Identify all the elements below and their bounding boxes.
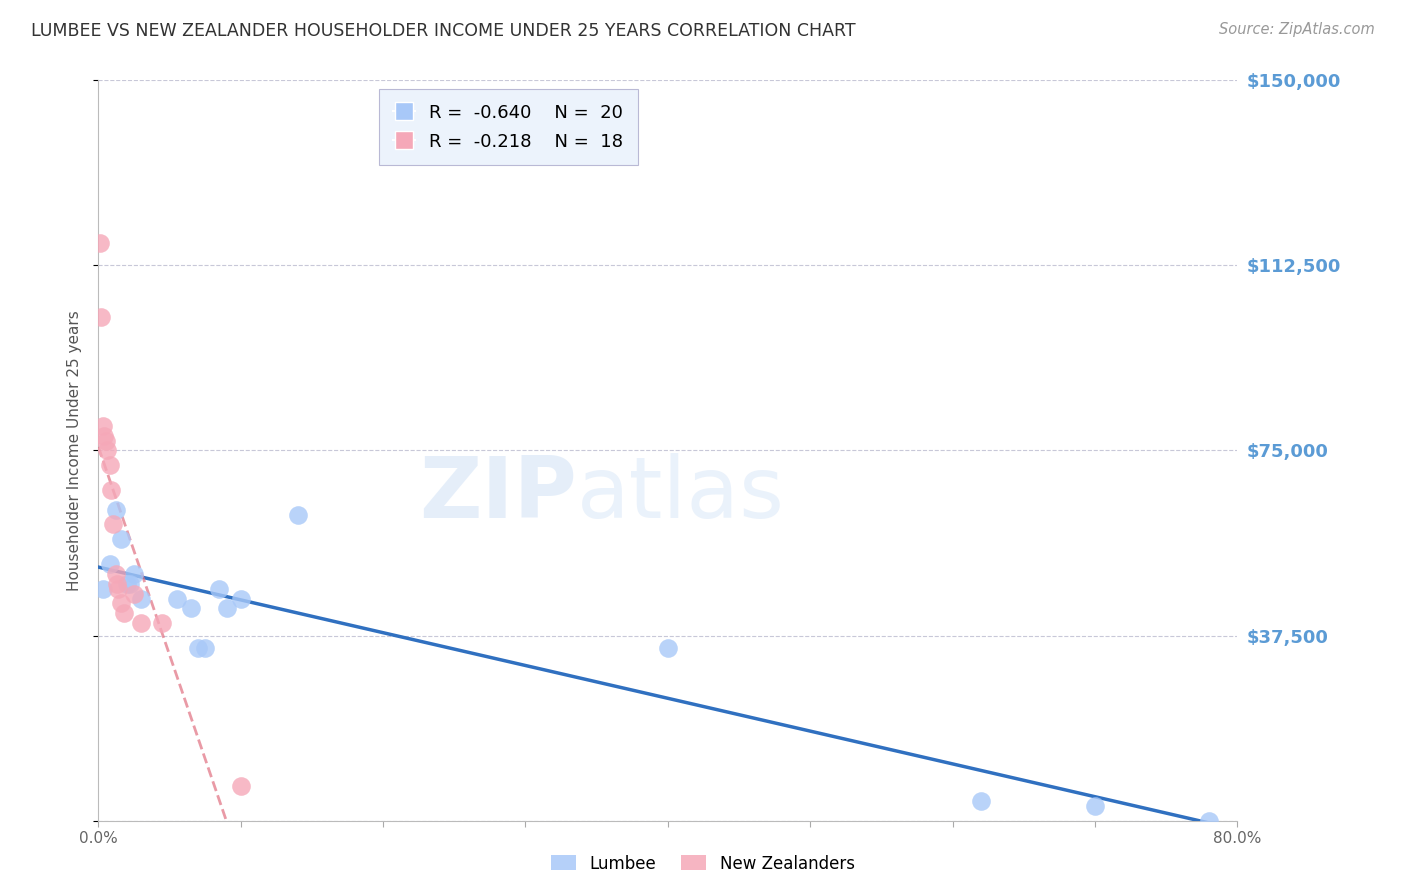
Point bbox=[112, 607, 135, 621]
Point bbox=[94, 434, 117, 448]
Point bbox=[657, 640, 679, 655]
Point bbox=[129, 616, 152, 631]
Point bbox=[215, 601, 238, 615]
Point bbox=[180, 601, 202, 615]
Text: atlas: atlas bbox=[576, 453, 785, 536]
Point bbox=[107, 582, 129, 596]
Point bbox=[98, 557, 121, 571]
Point bbox=[208, 582, 231, 596]
Text: Source: ZipAtlas.com: Source: ZipAtlas.com bbox=[1219, 22, 1375, 37]
Point bbox=[229, 591, 252, 606]
Point bbox=[118, 576, 141, 591]
Point bbox=[89, 236, 111, 251]
Point bbox=[93, 428, 115, 442]
Legend: Lumbee, New Zealanders: Lumbee, New Zealanders bbox=[544, 848, 862, 880]
Point bbox=[287, 508, 309, 522]
Point bbox=[187, 640, 209, 655]
Legend: R =  -0.640    N =  20, R =  -0.218    N =  18: R = -0.640 N = 20, R = -0.218 N = 18 bbox=[378, 89, 638, 165]
Point bbox=[101, 517, 124, 532]
Point bbox=[110, 533, 132, 547]
Text: ZIP: ZIP bbox=[419, 453, 576, 536]
Point bbox=[122, 586, 145, 600]
Text: LUMBEE VS NEW ZEALANDER HOUSEHOLDER INCOME UNDER 25 YEARS CORRELATION CHART: LUMBEE VS NEW ZEALANDER HOUSEHOLDER INCO… bbox=[31, 22, 856, 40]
Point bbox=[104, 502, 127, 516]
Point bbox=[970, 794, 993, 808]
Point bbox=[110, 597, 132, 611]
Point bbox=[152, 616, 174, 631]
Point bbox=[1198, 814, 1220, 828]
Point bbox=[115, 576, 138, 591]
Y-axis label: Householder Income Under 25 years: Householder Income Under 25 years bbox=[67, 310, 83, 591]
Point bbox=[194, 640, 217, 655]
Point bbox=[129, 591, 152, 606]
Point bbox=[105, 576, 128, 591]
Point bbox=[98, 458, 121, 473]
Point bbox=[122, 566, 145, 581]
Point bbox=[229, 779, 252, 793]
Point bbox=[91, 582, 114, 596]
Point bbox=[90, 310, 112, 325]
Point bbox=[166, 591, 188, 606]
Point bbox=[104, 566, 127, 581]
Point bbox=[96, 443, 118, 458]
Point bbox=[1084, 798, 1107, 813]
Point bbox=[100, 483, 122, 497]
Point bbox=[91, 418, 114, 433]
